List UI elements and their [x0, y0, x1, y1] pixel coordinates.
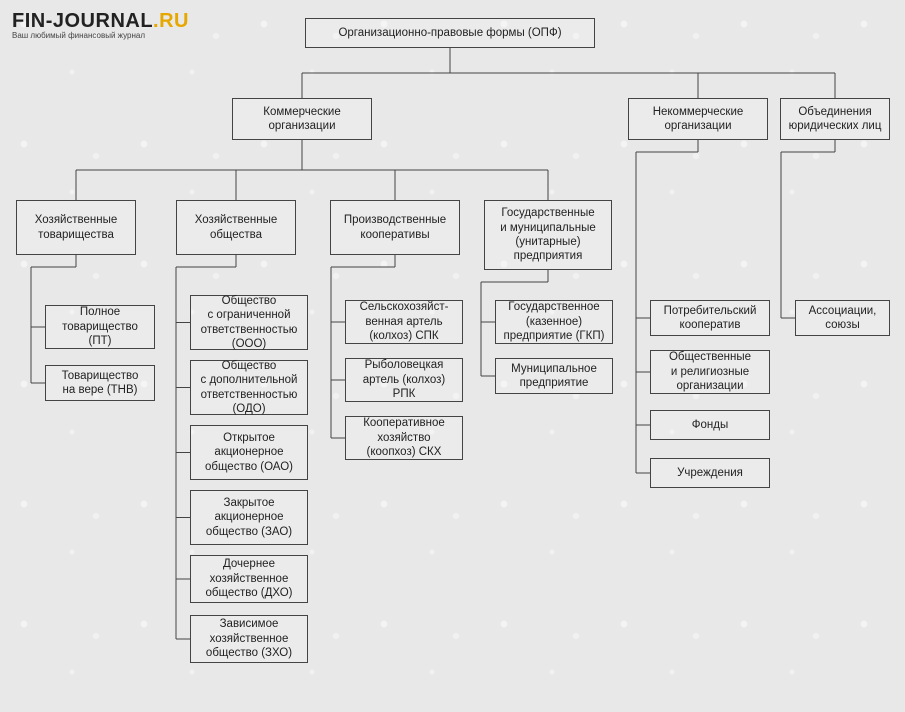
- site-logo: FIN-JOURNAL.RU Ваш любимый финансовый жу…: [12, 10, 189, 40]
- tree-node-c1b: Товарищество на вере (ТНВ): [45, 365, 155, 401]
- tree-node-c4: Государственные и муниципальные (унитарн…: [484, 200, 612, 270]
- tree-node-c2c: Открытое акционерное общество (ОАО): [190, 425, 308, 480]
- tree-node-c2f: Зависимое хозяйственное общество (ЗХО): [190, 615, 308, 663]
- tree-node-c3b: Рыболовецкая артель (колхоз) РПК: [345, 358, 463, 402]
- tree-node-n3: Фонды: [650, 410, 770, 440]
- tree-node-c2b: Общество с дополнительной ответственност…: [190, 360, 308, 415]
- logo-text-accent: .RU: [153, 10, 189, 32]
- tree-node-c3: Производственные кооперативы: [330, 200, 460, 255]
- tree-node-n2: Общественные и религиозные организации: [650, 350, 770, 394]
- tree-node-c4b: Муниципальное предприятие: [495, 358, 613, 394]
- tree-node-c2d: Закрытое акционерное общество (ЗАО): [190, 490, 308, 545]
- tree-node-union: Объединения юридических лиц: [780, 98, 890, 140]
- tree-node-c2: Хозяйственные общества: [176, 200, 296, 255]
- tree-node-c1: Хозяйственные товарищества: [16, 200, 136, 255]
- tree-node-c3a: Сельскохозяйст- венная артель (колхоз) С…: [345, 300, 463, 344]
- tree-node-com: Коммерческие организации: [232, 98, 372, 140]
- tree-node-c1a: Полное товарищество (ПТ): [45, 305, 155, 349]
- tree-node-c4a: Государственное (казенное) предприятие (…: [495, 300, 613, 344]
- tree-node-n1: Потребительский кооператив: [650, 300, 770, 336]
- tree-node-noncom: Некоммерческие организации: [628, 98, 768, 140]
- logo-text-main: FIN-JOURNAL: [12, 10, 153, 32]
- tree-node-n4: Учреждения: [650, 458, 770, 488]
- tree-node-c3c: Кооперативное хозяйство (коопхоз) СКХ: [345, 416, 463, 460]
- tree-node-c2e: Дочернее хозяйственное общество (ДХО): [190, 555, 308, 603]
- tree-node-root: Организационно-правовые формы (ОПФ): [305, 18, 595, 48]
- tree-node-u1: Ассоциации, союзы: [795, 300, 890, 336]
- tree-node-c2a: Общество с ограниченной ответственностью…: [190, 295, 308, 350]
